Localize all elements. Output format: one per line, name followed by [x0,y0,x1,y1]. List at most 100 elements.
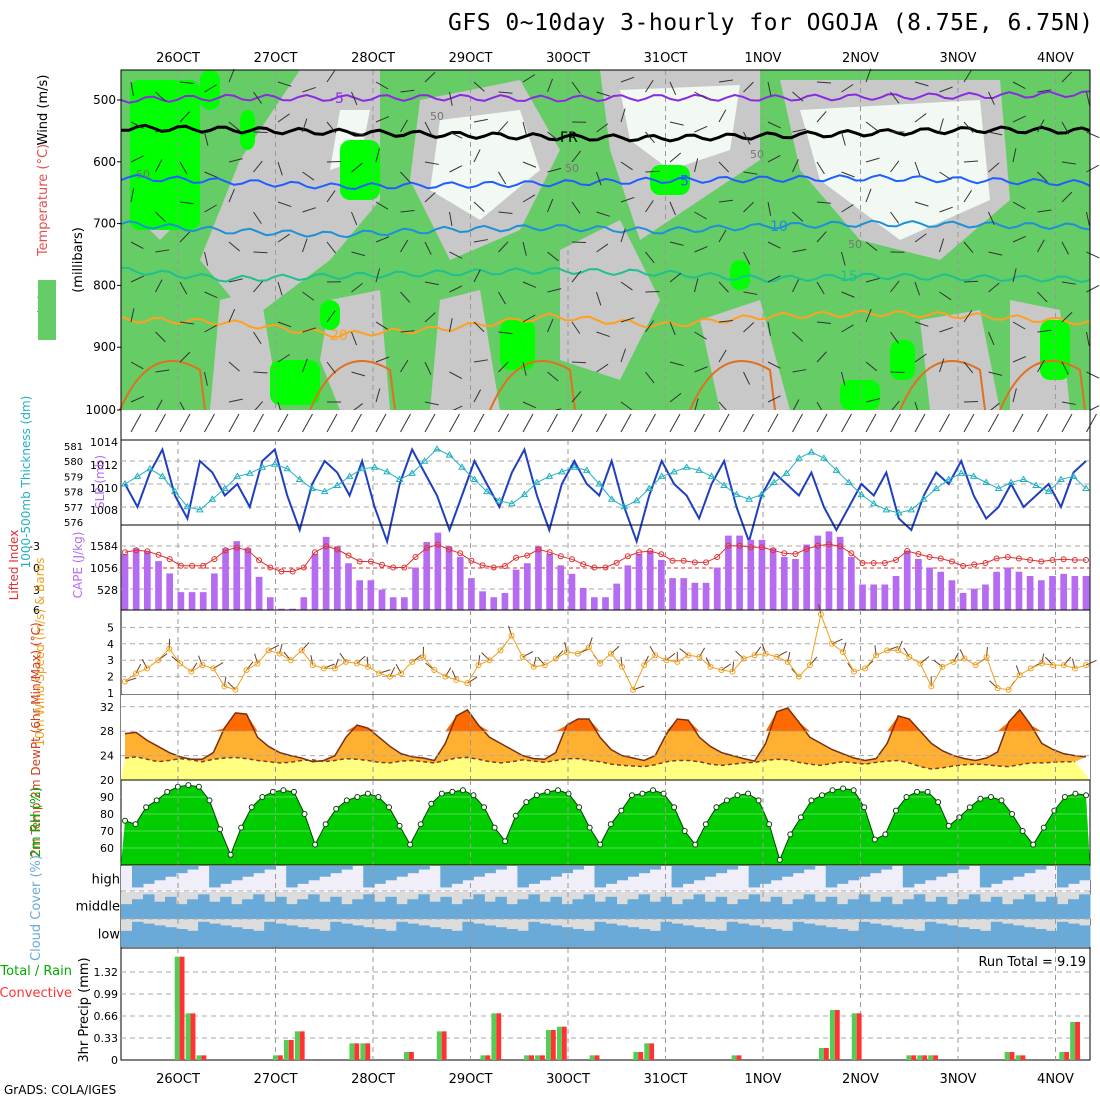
thickness-tick-label: 579 [64,472,83,483]
thickness-point [582,466,591,473]
wind-barb [571,321,581,334]
rh2m-point [702,821,709,828]
wind10m-speed-point [608,650,615,657]
rh-low-area [560,220,660,380]
wind-barb [645,79,654,93]
date-label-top: 29OCT [449,51,493,66]
wind-barb [890,280,900,293]
wind-barb [743,291,758,295]
rh2m-point [195,783,202,790]
precip-tick-label: 0 [111,1054,118,1067]
wind-barb [645,200,654,213]
cape-bar [166,573,174,610]
rh2m-point [1019,828,1026,834]
cape-bar [870,584,878,610]
cape-bar [199,592,207,610]
rh2m-point [1061,794,1068,800]
lifted-index-point [177,562,184,569]
precip-convective-bar [179,956,185,1060]
surface-strip [121,410,1090,440]
precip-convective-bar [354,1043,360,1060]
rh-high-area [320,300,340,330]
wind-barb [767,413,779,433]
cloud-high-bar [913,866,926,884]
wind-barb [498,211,513,214]
wind-barb [939,171,952,181]
rh-high-area [650,165,690,195]
cloud-low-bar [231,927,243,947]
wind-barb [253,160,263,173]
lifted-index-point [189,562,196,569]
wind-barb [939,118,944,133]
wind-barb [228,361,240,372]
rh2m-point [269,788,276,795]
wind-barb [253,371,268,374]
rh2m-point [861,804,868,811]
wind-barb [424,361,432,375]
rh2m-tick-label: 70 [100,825,114,838]
thickness-tick-label: 577 [64,503,83,514]
wind-barb [865,241,878,252]
lifted-index-point [166,556,173,563]
rh2m-point [280,787,287,794]
wind10m-barb [135,663,142,674]
wind-barb [792,159,799,173]
cloud-low-bar [858,921,871,947]
rh2m-point [301,811,308,817]
rh2m-point [459,787,466,794]
cape-bar [881,584,889,610]
wind-barb [1086,164,1099,173]
wind-barb [179,351,191,363]
wind-barb [228,309,236,323]
wind10m-speed-point [1016,671,1023,678]
wind-barb [449,91,453,106]
lifted-tick-label: 0 [33,562,40,575]
cape-bar [512,569,520,610]
wind10m-barb [246,661,254,671]
cloud-low-bar [484,925,496,947]
rh2m-point [449,788,456,795]
wind10m-barb [665,652,676,661]
wind-barb [449,285,463,293]
cloud-low-bar [572,929,584,947]
wind10m-speed-point [950,658,957,665]
thickness-point [1007,478,1016,485]
thickness-point [982,478,991,485]
wind-barb [1086,131,1100,139]
wind-barb [596,243,609,253]
wind-barb [792,331,804,342]
wind10m-speed-point [276,650,283,657]
thickness-point [607,495,616,502]
rh-high-area [270,360,320,405]
cloud-low-bar [594,921,606,947]
rh2m-point [217,826,224,833]
lifted-tick-label: 6 [33,604,40,617]
wind10m-speed-point [199,662,206,669]
wind-barb [498,121,509,133]
rh2m-point [998,797,1005,804]
wind10m-speed-point [1083,662,1089,669]
wind-barb [522,281,537,288]
wind-barb [1086,251,1100,259]
cape-bar [1071,576,1079,610]
rh2m-point [512,812,519,819]
precip-total-bar [819,1048,824,1060]
wind10m-barb [919,656,930,664]
wind-barb [816,161,825,175]
wind-barb [939,291,952,301]
cape-bar [456,556,464,610]
cloud-middle-bar [495,896,507,919]
lifted-index-point [1027,557,1034,563]
wind-barb [988,91,995,105]
cloud-middle-bar [429,901,441,919]
wind10m-speed-point [884,647,891,654]
rh2m-tick-label: 90 [100,791,114,804]
cloud-middle-bar [825,896,838,919]
precip-convective-bar [834,1010,840,1060]
wind10m-speed-point [773,653,780,660]
precip-total-bar [196,1055,202,1060]
rh2m-axis-label: 2m RH (%) [29,787,44,858]
wind-barb [204,371,208,386]
wind-barb [841,204,854,213]
wind10m-barb [610,645,620,655]
